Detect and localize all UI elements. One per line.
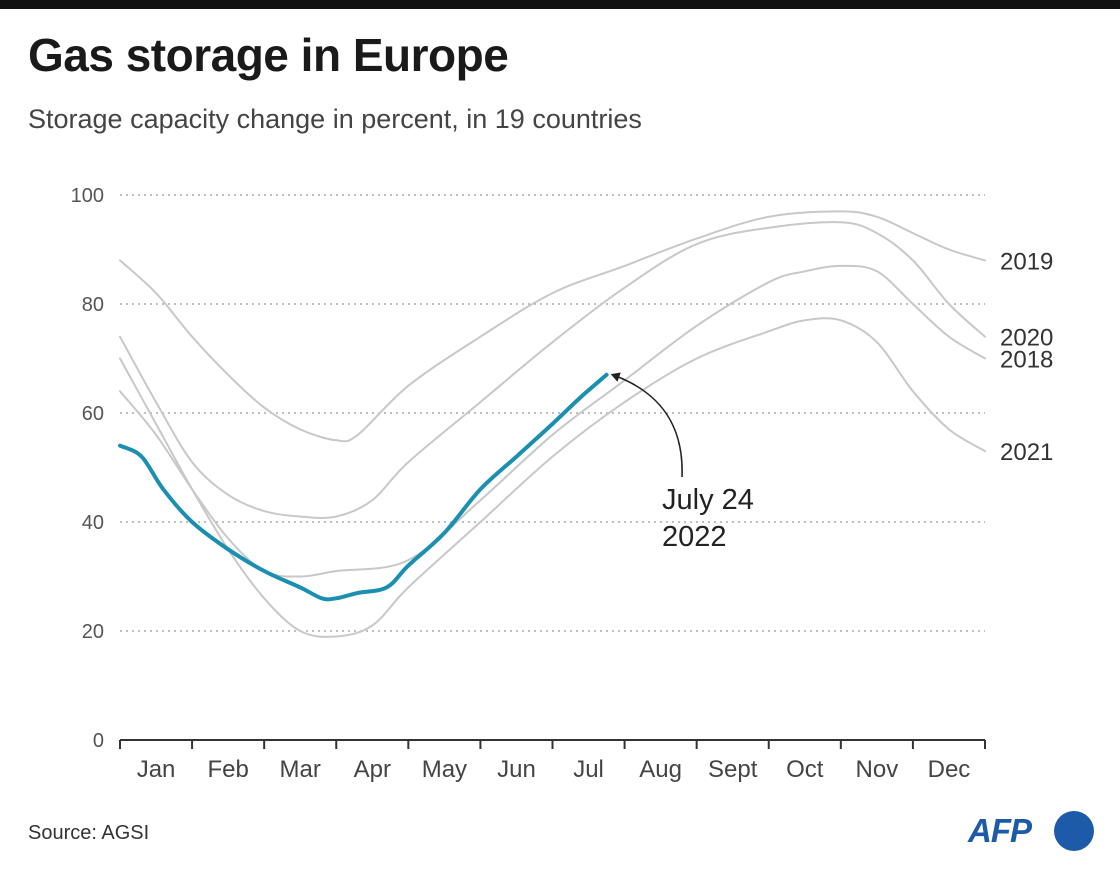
x-tick-label-feb: Feb: [207, 756, 248, 783]
series-line-2019: [119, 210, 986, 443]
annotation-arrow: [610, 372, 683, 478]
x-tick-label-dec: Dec: [928, 756, 971, 783]
series-line-2021: [119, 317, 986, 638]
series-label-2019: 2019: [1000, 248, 1053, 275]
afp-logo: AFP: [968, 808, 1098, 854]
axis-layer: 0 20 40 60 80 100 Jan Feb Mar Apr May Jun Jul Aug Sept…: [71, 185, 986, 783]
series-line-2022: [118, 372, 609, 602]
y-tick-label-80: 80: [82, 294, 104, 316]
x-tick-label-jun: Jun: [497, 756, 536, 783]
x-tick-label-may: May: [422, 756, 467, 783]
y-tick-label-60: 60: [82, 403, 104, 425]
afp-logo-text: AFP: [968, 812, 1032, 849]
series-line-2020: [119, 221, 986, 519]
chart-subtitle: Storage capacity change in percent, in 1…: [28, 104, 642, 134]
top-rule: [0, 0, 1120, 9]
x-tick-label-apr: Apr: [354, 756, 391, 783]
x-tick-label-oct: Oct: [786, 756, 824, 783]
y-tick-label-0: 0: [93, 730, 104, 752]
series-label-2020: 2020: [1000, 325, 1053, 352]
y-tick-label-40: 40: [82, 512, 104, 534]
series-line-2018: [119, 264, 986, 578]
afp-logo-dot: [1054, 811, 1094, 851]
annotation-year: 2022: [662, 521, 727, 553]
x-tick-label-nov: Nov: [856, 756, 899, 783]
series-label-2021: 2021: [1000, 439, 1053, 466]
annotation-layer: July 24 2022: [610, 372, 754, 553]
x-tick-label-aug: Aug: [639, 756, 682, 783]
chart-title: Gas storage in Europe: [28, 29, 509, 81]
x-tick-label-jul: Jul: [573, 756, 604, 783]
grid-layer: [120, 194, 985, 632]
x-tick-label-jan: Jan: [137, 756, 176, 783]
x-tick-label-sept: Sept: [708, 756, 758, 783]
source-note: Source: AGSI: [28, 822, 150, 844]
x-tick-label-mar: Mar: [280, 756, 321, 783]
y-tick-label-100: 100: [71, 185, 104, 207]
y-tick-label-20: 20: [82, 621, 104, 643]
series-label-2018: 2018: [1000, 347, 1053, 374]
annotation-date: July 24: [662, 484, 754, 516]
